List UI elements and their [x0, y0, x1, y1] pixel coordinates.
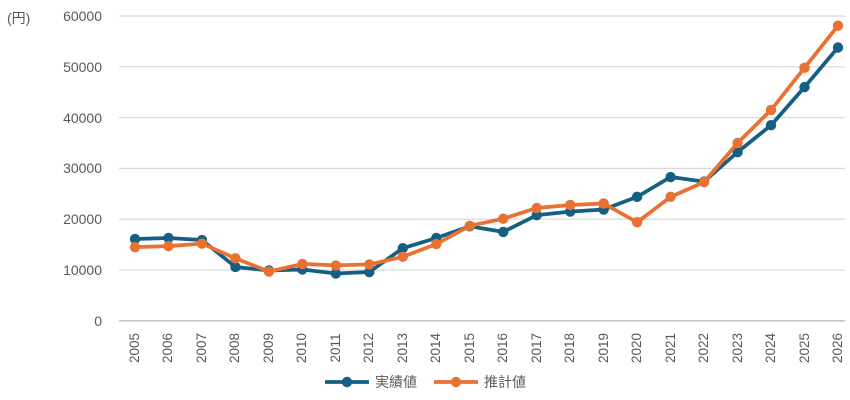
data-point-estimate-2005: [129, 241, 141, 253]
data-point-estimate-2023: [732, 137, 743, 149]
legend-label-actual: 実績値: [375, 374, 417, 390]
data-point-estimate-2016: [498, 213, 509, 224]
y-tick-label-20000: 20000: [63, 211, 102, 228]
series-line-estimate: [133, 23, 840, 274]
y-tick-label-60000: 60000: [63, 8, 102, 24]
x-tick-label-2017: 2017: [528, 332, 544, 364]
y-axis-unit-label: (円): [7, 10, 31, 26]
data-point-estimate-2022: [698, 176, 710, 188]
data-point-actual-2021: [665, 171, 676, 183]
x-tick-label-2014: 2014: [428, 332, 444, 364]
x-tick-label-2007: 2007: [193, 332, 209, 364]
x-tick-label-2020: 2020: [629, 332, 645, 364]
data-point-actual-2006: [163, 232, 174, 244]
y-tick-label-40000: 40000: [63, 109, 102, 126]
data-point-actual-2013: [397, 242, 409, 254]
y-tick-label-10000: 10000: [63, 262, 102, 278]
x-tick-label-2010: 2010: [294, 332, 310, 364]
data-point-actual-2020: [631, 191, 643, 203]
data-point-estimate-2006: [163, 240, 174, 252]
legend-item-actual: 実績値: [324, 372, 417, 392]
line-marker-icon: [325, 376, 369, 388]
x-tick-label-2006: 2006: [160, 332, 176, 364]
data-point-estimate-2012: [364, 259, 375, 270]
data-point-actual-2025: [799, 81, 810, 93]
data-point-estimate-2020: [631, 217, 643, 228]
x-tick-label-2013: 2013: [394, 332, 410, 364]
data-point-estimate-2026: [832, 20, 844, 31]
line-marker-icon: [434, 376, 478, 388]
data-point-actual-2026: [832, 42, 844, 53]
legend: 実績値 推計値: [0, 371, 850, 393]
legend-label-estimate: 推計値: [484, 374, 526, 390]
data-point-estimate-2021: [665, 191, 676, 203]
x-tick-label-2009: 2009: [260, 332, 276, 364]
x-tick-label-2008: 2008: [227, 332, 243, 364]
series-line-actual: [133, 45, 840, 276]
x-tick-label-2021: 2021: [662, 332, 678, 364]
data-point-actual-2016: [498, 226, 509, 238]
data-point-estimate-2018: [564, 199, 576, 211]
data-point-estimate-2017: [531, 202, 542, 214]
x-tick-label-2023: 2023: [729, 332, 745, 364]
x-tick-label-2005: 2005: [127, 332, 142, 364]
x-tick-label-2025: 2025: [796, 332, 812, 364]
data-point-estimate-2019: [598, 198, 609, 209]
data-point-actual-2024: [765, 120, 777, 131]
x-tick-label-2022: 2022: [696, 332, 712, 364]
x-tick-label-2015: 2015: [461, 332, 477, 364]
y-tick-label-50000: 50000: [63, 58, 102, 75]
data-point-estimate-2014: [431, 238, 442, 250]
x-tick-label-2019: 2019: [595, 332, 611, 364]
data-point-estimate-2007: [196, 238, 208, 249]
data-point-actual-2005: [129, 233, 141, 245]
data-point-actual-2011: [330, 268, 342, 279]
x-tick-label-2018: 2018: [562, 332, 578, 364]
data-point-actual-2008: [230, 261, 241, 273]
data-point-estimate-2008: [230, 253, 241, 264]
data-point-estimate-2010: [297, 258, 308, 270]
data-point-estimate-2024: [765, 104, 777, 116]
data-point-actual-2023: [732, 146, 743, 158]
x-tick-label-2011: 2011: [327, 333, 343, 363]
data-point-estimate-2013: [397, 251, 409, 262]
y-tick-label-30000: 30000: [63, 160, 102, 177]
data-point-estimate-2009: [263, 266, 275, 277]
data-point-actual-2017: [531, 209, 542, 221]
data-point-estimate-2011: [330, 260, 342, 271]
data-point-actual-2012: [364, 266, 375, 278]
x-tick-label-2026: 2026: [829, 332, 845, 364]
data-point-estimate-2015: [464, 220, 475, 232]
x-tick-label-2024: 2024: [763, 332, 779, 364]
x-tick-label-2012: 2012: [361, 332, 377, 364]
x-tick-label-2016: 2016: [495, 332, 511, 364]
data-point-estimate-2025: [799, 62, 810, 74]
legend-item-estimate: 推計値: [433, 372, 526, 392]
y-tick-label-0: 0: [94, 312, 102, 329]
